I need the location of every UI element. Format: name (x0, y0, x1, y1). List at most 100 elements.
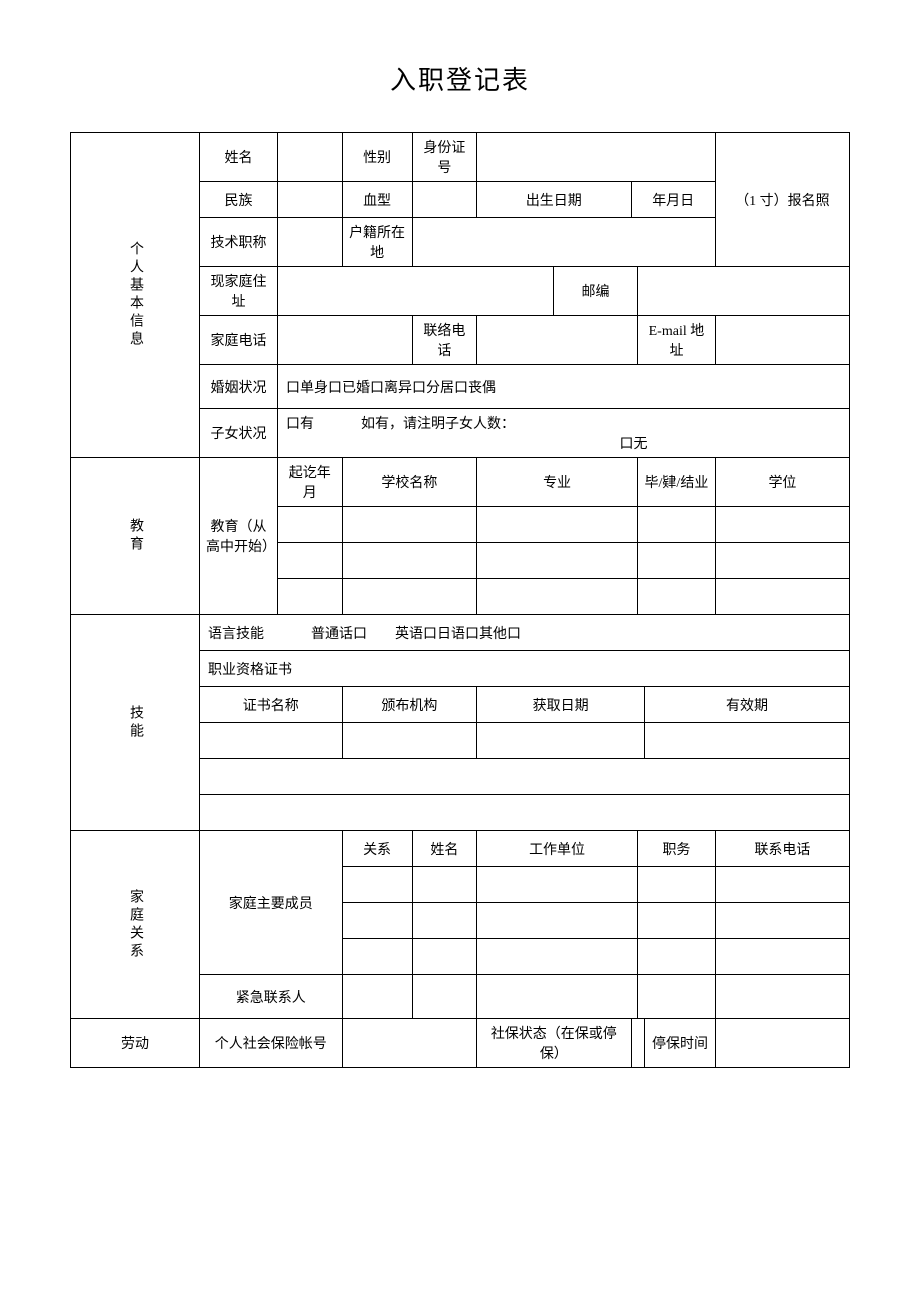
cert-header-issuer: 颁布机构 (342, 687, 477, 723)
edu-header-period: 起讫年月 (278, 458, 343, 507)
edu-header-school: 学校名称 (342, 458, 477, 507)
label-main-member: 家庭主要成员 (200, 831, 343, 975)
lang-options: 普通话口 英语口日语口其他口 (311, 627, 521, 642)
family-row[interactable] (477, 939, 638, 975)
edu-row[interactable] (342, 507, 477, 543)
label-insurance-status: 社保状态（在保或停保） (477, 1019, 631, 1068)
edu-header-degree: 学位 (715, 458, 849, 507)
family-row[interactable] (342, 903, 412, 939)
registration-form: 个人基本信息 姓名 性别 身份证号 （1 寸）报名照 民族 血型 出生日期 年月… (70, 132, 850, 1068)
label-tech-title: 技术职称 (200, 218, 278, 267)
label-cert: 职业资格证书 (200, 651, 850, 687)
cert-header-validity: 有效期 (645, 687, 850, 723)
family-row[interactable] (477, 903, 638, 939)
edu-row[interactable] (638, 579, 716, 615)
field-children[interactable]: 口有 如有，请注明子女人数： 口无 (278, 409, 850, 458)
family-row[interactable] (715, 867, 849, 903)
edu-row[interactable] (638, 507, 716, 543)
label-blood: 血型 (342, 182, 412, 218)
family-row[interactable] (638, 903, 716, 939)
field-home-phone[interactable] (278, 316, 413, 365)
children-no: 口无 (620, 437, 648, 452)
emergency-row[interactable] (412, 975, 477, 1019)
family-row[interactable] (342, 867, 412, 903)
family-header-position: 职务 (638, 831, 716, 867)
cert-row[interactable] (477, 723, 645, 759)
label-children: 子女状况 (200, 409, 278, 458)
edu-row[interactable] (715, 579, 849, 615)
field-address[interactable] (278, 267, 554, 316)
edu-row[interactable] (342, 543, 477, 579)
family-row[interactable] (412, 867, 477, 903)
family-row[interactable] (477, 867, 638, 903)
field-contact-phone[interactable] (477, 316, 638, 365)
label-marital: 婚姻状况 (200, 365, 278, 409)
section-skill: 技能 (71, 615, 200, 831)
edu-header-major: 专业 (477, 458, 638, 507)
field-marital[interactable]: 口单身口已婚口离异口分居口丧偶 (278, 365, 850, 409)
edu-row[interactable] (477, 579, 638, 615)
family-row[interactable] (638, 939, 716, 975)
field-insurance[interactable] (342, 1019, 477, 1068)
edu-row[interactable] (477, 543, 638, 579)
edu-row[interactable] (278, 579, 343, 615)
field-stop-time[interactable] (715, 1019, 849, 1068)
label-insurance: 个人社会保险帐号 (200, 1019, 343, 1068)
field-insurance-status[interactable] (631, 1019, 645, 1068)
edu-header-completion: 毕/肄/结业 (638, 458, 716, 507)
emergency-row[interactable] (342, 975, 412, 1019)
field-name[interactable] (278, 133, 343, 182)
field-language[interactable]: 语言技能 普通话口 英语口日语口其他口 (200, 615, 850, 651)
field-id[interactable] (477, 133, 716, 182)
children-yes: 口有 (286, 417, 314, 432)
field-ethnicity[interactable] (278, 182, 343, 218)
cert-row[interactable] (200, 759, 850, 795)
photo-placeholder: （1 寸）报名照 (715, 133, 849, 267)
family-row[interactable] (342, 939, 412, 975)
emergency-row[interactable] (477, 975, 638, 1019)
field-birth[interactable]: 年月日 (631, 182, 715, 218)
label-home-phone: 家庭电话 (200, 316, 278, 365)
family-header-phone: 联系电话 (715, 831, 849, 867)
label-ethnicity: 民族 (200, 182, 278, 218)
emergency-row[interactable] (715, 975, 849, 1019)
cert-row[interactable] (200, 723, 343, 759)
cert-header-date: 获取日期 (477, 687, 645, 723)
section-family: 家庭关系 (71, 831, 200, 1019)
lang-label: 语言技能 (208, 627, 264, 642)
edu-row[interactable] (278, 543, 343, 579)
cert-row[interactable] (200, 795, 850, 831)
edu-row[interactable] (638, 543, 716, 579)
cert-row[interactable] (645, 723, 850, 759)
edu-row[interactable] (278, 507, 343, 543)
family-row[interactable] (638, 867, 716, 903)
cert-header-name: 证书名称 (200, 687, 343, 723)
label-birth: 出生日期 (477, 182, 631, 218)
field-origin[interactable] (412, 218, 715, 267)
family-row[interactable] (412, 939, 477, 975)
children-note: 如有，请注明子女人数： (361, 417, 515, 432)
field-tech-title[interactable] (278, 218, 343, 267)
field-blood[interactable] (412, 182, 477, 218)
family-header-name: 姓名 (412, 831, 477, 867)
label-id: 身份证号 (412, 133, 477, 182)
label-education: 教育（从高中开始） (200, 458, 278, 615)
emergency-row[interactable] (638, 975, 716, 1019)
page-title: 入职登记表 (70, 60, 850, 97)
family-row[interactable] (715, 939, 849, 975)
label-postcode: 邮编 (553, 267, 637, 316)
edu-row[interactable] (342, 579, 477, 615)
family-header-relation: 关系 (342, 831, 412, 867)
family-row[interactable] (412, 903, 477, 939)
edu-row[interactable] (715, 507, 849, 543)
edu-row[interactable] (477, 507, 638, 543)
family-row[interactable] (715, 903, 849, 939)
field-email[interactable] (715, 316, 849, 365)
field-postcode[interactable] (638, 267, 850, 316)
label-email: E-mail 地址 (638, 316, 716, 365)
cert-row[interactable] (342, 723, 477, 759)
edu-row[interactable] (715, 543, 849, 579)
label-address: 现家庭住址 (200, 267, 278, 316)
section-education: 教育 (71, 458, 200, 615)
label-emergency: 紧急联系人 (200, 975, 343, 1019)
